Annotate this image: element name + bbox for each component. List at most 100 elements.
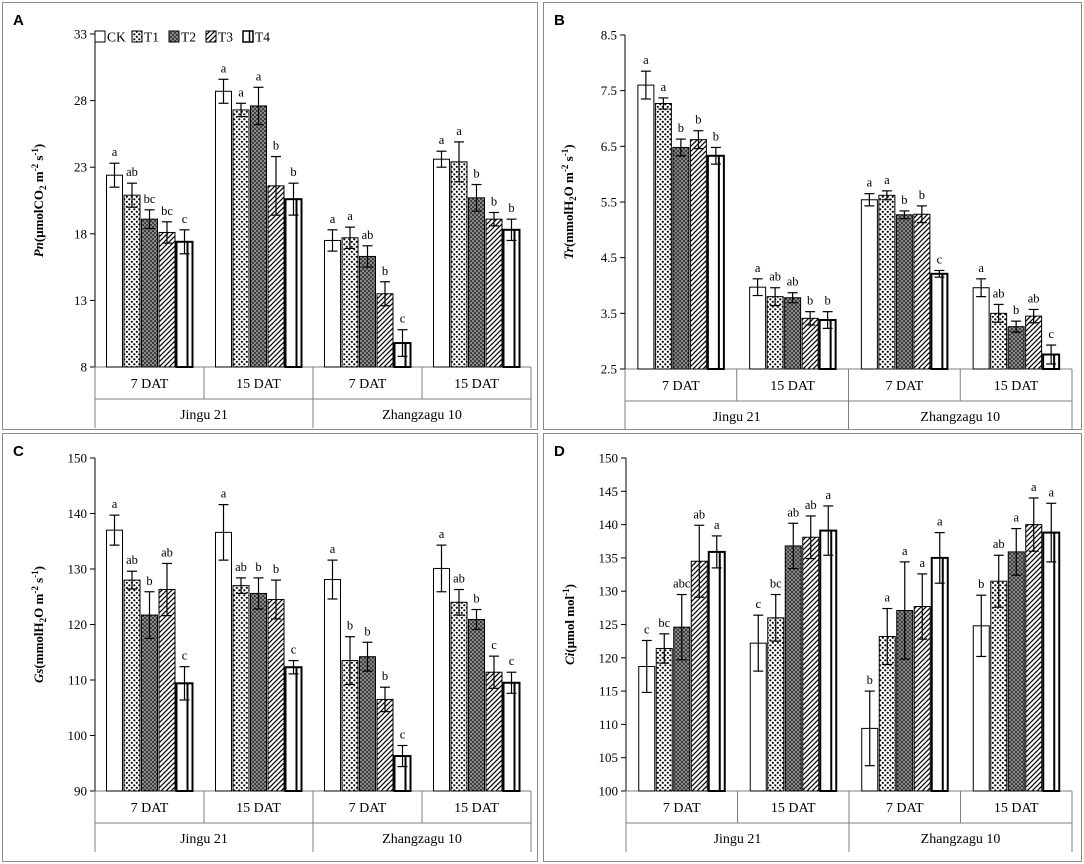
bar-ck [215, 531, 232, 792]
x-subgroup-label: 7 DAT [131, 377, 169, 392]
bar-t2 [359, 255, 376, 368]
y-axis-unit-part: O m [31, 593, 46, 617]
significance-letter: c [937, 252, 943, 266]
y-axis-var: Ci [562, 652, 577, 665]
significance-letter: a [238, 85, 244, 99]
y-tick-label: 18 [74, 226, 87, 241]
significance-letter: b [919, 188, 925, 202]
bar-t1 [655, 647, 673, 792]
significance-letter: a [825, 488, 831, 502]
significance-letter: c [509, 654, 515, 668]
bar-t4 [706, 154, 725, 370]
significance-letter: ab [805, 498, 817, 512]
panel-a-pn-chart: A 8 13 18 23 28 33 Pn(μmolCO2 m-2 s-1) 7 DAT 15 D… [2, 2, 538, 430]
significance-letter: b [807, 294, 813, 308]
bar-ck [433, 567, 450, 792]
bar-t2 [895, 214, 913, 370]
significance-letter: a [902, 544, 908, 558]
bar-t2 [784, 297, 802, 370]
bar-t1 [450, 601, 468, 792]
y-tick-label: 140 [599, 517, 619, 532]
bar-t2 [672, 146, 690, 370]
x-subgroup-label: 15 DAT [454, 801, 499, 816]
x-subgroup-label: 15 DAT [994, 379, 1039, 394]
y-tick-label: 125 [599, 617, 619, 632]
significance-letter: ab [993, 286, 1005, 300]
y-tick-label: 145 [599, 484, 619, 499]
y-tick-label: 130 [599, 584, 619, 599]
significance-letter: a [867, 176, 873, 190]
y-axis-title: Ci(μmol mol-1) [561, 584, 577, 665]
significance-letter: ab [126, 553, 138, 567]
y-tick-label: 8 [81, 360, 88, 375]
y-tick-label: 13 [74, 293, 87, 308]
significance-letter: bc [658, 616, 670, 630]
y-tick-label: 4.5 [601, 250, 617, 265]
panel-d-ci-chart: D 100 105 110 115 120 125 130 135 140 145 150 Ci(μmo… [543, 433, 1082, 862]
bar-t2 [141, 218, 158, 368]
bar-t2 [1007, 326, 1025, 370]
bar-ck [324, 239, 341, 368]
y-tick-label: 135 [599, 550, 619, 565]
bar-t1 [767, 617, 785, 792]
y-axis-superscript: -2 [30, 586, 40, 594]
significance-letter: ab [235, 560, 247, 574]
bar-ck [749, 286, 767, 370]
bar-t1 [878, 194, 896, 370]
bar-t2 [250, 592, 267, 792]
significance-letter: b [273, 562, 279, 576]
x-subgroup-label: 7 DAT [349, 801, 387, 816]
x-subgroup-label: 7 DAT [886, 801, 924, 816]
significance-letter: a [456, 124, 462, 138]
significance-letter: bc [161, 204, 173, 218]
x-group-label: Zhangzagu 10 [921, 832, 1001, 847]
legend-swatch-ck [94, 30, 106, 43]
x-subgroup-label: 15 DAT [236, 377, 281, 392]
bar-t3 [689, 139, 707, 370]
y-axis-unit: (μmol mol [562, 595, 577, 652]
y-axis-unit-part: s [561, 156, 576, 164]
significance-letter: b [255, 560, 261, 574]
significance-letter: b [491, 194, 497, 208]
bar-t2 [1007, 551, 1025, 792]
y-axis-subscript: 2 [38, 617, 48, 622]
significance-letter: ab [787, 505, 799, 519]
y-tick-label: 33 [74, 27, 87, 42]
bar-ck [106, 529, 123, 792]
significance-letter: a [256, 69, 262, 83]
x-subgroup-label: 15 DAT [770, 379, 815, 394]
y-tick-label: 110 [599, 717, 618, 732]
y-axis-unit-part: O m [561, 172, 576, 196]
panel-c-gs-chart: C 90 100 110 120 130 140 150 Gs(mmolH2O m-2 s-1)… [2, 433, 538, 862]
x-group-label: Jingu 21 [714, 832, 762, 847]
y-axis-unit: (mmolH [31, 622, 46, 668]
significance-letter: b [1013, 303, 1019, 317]
significance-letter: a [112, 497, 118, 511]
bar-t3 [376, 698, 394, 792]
chart-svg-ci: D 100 105 110 115 120 125 130 135 140 145 150 Ci(μmo… [554, 443, 1073, 852]
x-subgroup-label: 7 DAT [131, 801, 169, 816]
y-tick-label: 110 [68, 673, 87, 688]
y-axis-unit-end: ) [561, 144, 576, 148]
y-tick-label: 2.5 [601, 362, 617, 377]
significance-letter: c [291, 643, 297, 657]
x-subgroup-label: 7 DAT [663, 801, 701, 816]
y-tick-label: 28 [74, 93, 87, 108]
bar-t4 [930, 272, 949, 370]
significance-letter: b [695, 113, 701, 127]
significance-letter: a [919, 556, 925, 570]
significance-letter: a [714, 518, 720, 532]
significance-letter: ab [453, 572, 465, 586]
bar-t3 [158, 589, 176, 792]
y-axis-unit-end: ) [562, 584, 577, 588]
y-axis-superscript: -1 [30, 148, 40, 156]
legend-swatch-t3 [205, 30, 217, 43]
legend-label-t3: T3 [218, 30, 233, 45]
y-tick-label: 150 [68, 451, 88, 466]
bar-t4 [502, 228, 521, 368]
bar-t3 [485, 671, 503, 792]
bar-ck [637, 84, 655, 370]
bar-t1 [123, 579, 141, 792]
significance-letter: b [473, 592, 479, 606]
bar-ck [215, 90, 232, 368]
